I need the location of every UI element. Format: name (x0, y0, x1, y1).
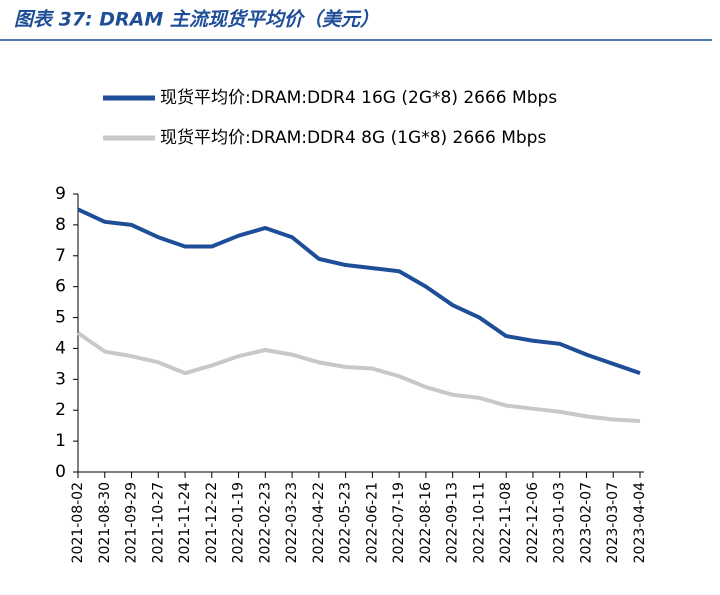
y-tick-label: 1 (55, 431, 66, 451)
x-tick-label: 2022-10-11 (471, 482, 487, 563)
y-tick-label: 0 (55, 462, 66, 482)
x-tick-label: 2022-05-23 (338, 482, 354, 563)
x-tick-label: 2022-04-22 (311, 482, 327, 563)
x-tick-label: 2023-04-04 (632, 482, 648, 563)
x-tick-label: 2021-08-30 (97, 482, 113, 563)
legend-label: 现货平均价:DRAM:DDR4 16G (2G*8) 2666 Mbps (160, 88, 557, 108)
x-tick-label: 2021-08-02 (70, 482, 86, 563)
x-tick-label: 2021-10-27 (150, 482, 166, 563)
y-tick-label: 5 (55, 308, 66, 328)
x-tick-label: 2022-07-19 (391, 482, 407, 563)
x-tick-label: 2023-03-07 (605, 482, 621, 563)
x-tick-label: 2022-08-16 (418, 482, 434, 563)
x-tick-label: 2021-12-22 (204, 482, 220, 563)
x-tick-label: 2022-11-08 (498, 482, 514, 563)
x-tick-label: 2022-02-23 (257, 482, 273, 563)
legend-label: 现货平均价:DRAM:DDR4 8G (1G*8) 2666 Mbps (160, 128, 546, 148)
x-tick-label: 2022-03-23 (284, 482, 300, 563)
y-tick-label: 4 (55, 338, 66, 358)
x-tick-label: 2022-09-13 (445, 482, 461, 563)
series-line (76, 331, 641, 424)
series-line (77, 207, 641, 376)
x-tick-label: 2021-09-29 (124, 482, 140, 563)
y-tick-label: 2 (55, 400, 66, 420)
y-tick-label: 9 (55, 184, 66, 204)
y-tick-label: 7 (55, 246, 66, 266)
x-tick-label: 2023-01-03 (552, 482, 568, 563)
chart-title: 图表 37: DRAM 主流现货平均价（美元） (14, 9, 379, 31)
x-tick-label: 2022-12-06 (525, 482, 541, 563)
y-tick-label: 6 (55, 277, 66, 297)
x-tick-label: 2023-02-07 (578, 482, 594, 563)
x-tick-label: 2021-11-24 (177, 482, 193, 563)
x-tick-label: 2022-01-19 (231, 482, 247, 563)
y-tick-label: 8 (55, 215, 66, 235)
x-tick-label: 2022-06-21 (364, 482, 380, 563)
y-tick-label: 3 (55, 369, 66, 389)
